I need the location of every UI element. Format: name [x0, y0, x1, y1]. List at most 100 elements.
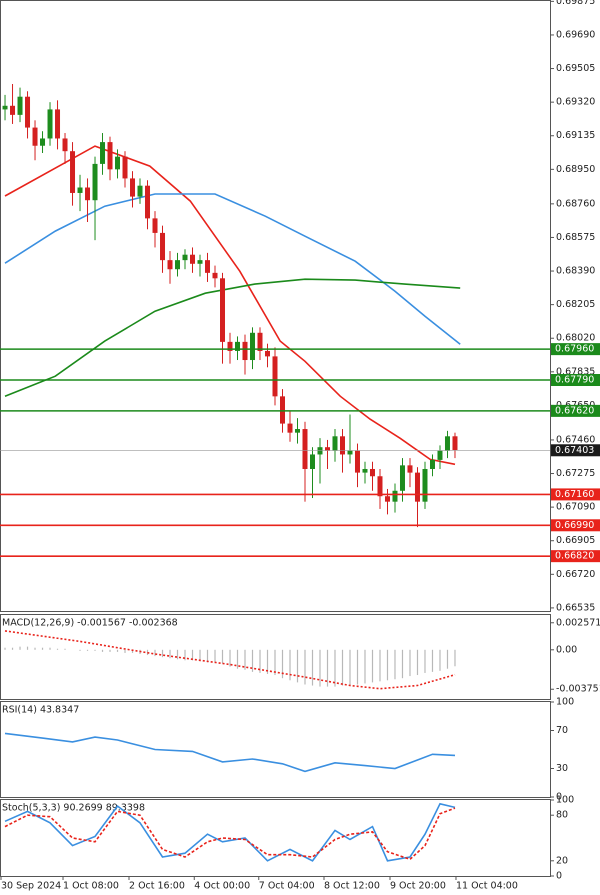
candle-body — [377, 476, 383, 497]
candle-body — [152, 218, 158, 233]
level-label: 0.67960 — [555, 344, 594, 355]
level-label: 0.67620 — [555, 405, 594, 416]
candle-body — [32, 127, 38, 146]
panel-title: Stoch(5,3,3) 90.2699 89.3398 — [2, 803, 145, 814]
indicator-line — [4, 732, 456, 773]
candle-body — [324, 447, 330, 451]
x-tick-label: 2 Oct 16:00 — [129, 881, 185, 892]
candle-body — [40, 138, 46, 146]
y-tick-label: 100 — [556, 795, 574, 806]
candle-body — [10, 105, 16, 115]
candle-body — [392, 490, 398, 502]
candle-body — [100, 142, 106, 164]
last-price-label: 0.67403 — [555, 445, 594, 456]
candle-body — [309, 454, 315, 469]
candle-body — [302, 429, 308, 469]
y-tick-label: 0.69320 — [556, 97, 595, 108]
indicator-line — [4, 807, 456, 861]
candle-body — [369, 468, 375, 477]
y-tick-label: 0.68390 — [556, 266, 595, 277]
candle-body — [437, 450, 443, 460]
candle-body — [130, 178, 136, 197]
candle-body — [107, 142, 113, 170]
candle-body — [242, 341, 248, 361]
candle-body — [347, 450, 353, 455]
candle-body — [220, 278, 226, 342]
candle-body — [190, 254, 196, 264]
level-label: 0.66990 — [555, 520, 594, 531]
level-label-box — [551, 550, 600, 563]
y-tick-label: -0.003751 — [556, 684, 600, 695]
last-price-box — [551, 444, 600, 457]
level-label-box — [551, 488, 600, 501]
y-tick-label: 20 — [556, 855, 568, 866]
candle-body — [205, 260, 211, 273]
y-tick-label: 0.66905 — [556, 535, 595, 546]
moving-average — [4, 145, 456, 466]
candle-body — [2, 105, 8, 110]
candle-body — [265, 350, 271, 357]
candle-body — [332, 436, 338, 451]
candle-body — [362, 468, 368, 473]
y-tick-label: 70 — [556, 725, 568, 736]
y-tick-label: 0 — [556, 792, 562, 803]
indicator-line — [4, 802, 456, 862]
moving-average — [4, 193, 461, 345]
y-tick-label: 0.67835 — [556, 366, 595, 377]
candle-body — [429, 459, 435, 469]
level-label: 0.66820 — [555, 551, 594, 562]
candle-body — [197, 260, 203, 264]
moving-average — [4, 278, 461, 397]
y-tick-label: 0.68020 — [556, 333, 595, 344]
candle-body — [279, 396, 285, 424]
candle-body — [422, 468, 428, 502]
signal-line — [4, 630, 456, 690]
y-tick-label: 0.67460 — [556, 434, 595, 445]
level-label: 0.67790 — [555, 375, 594, 386]
x-tick-label: 9 Oct 20:00 — [390, 881, 446, 892]
x-tick-label: 11 Oct 04:00 — [456, 881, 518, 892]
candle-body — [452, 436, 458, 451]
candle-body — [70, 151, 76, 193]
candle-body — [384, 496, 390, 502]
level-label-box — [551, 519, 600, 532]
frames — [0, 0, 551, 877]
candle-body — [77, 187, 83, 193]
x-tick-label: 8 Oct 12:00 — [324, 881, 380, 892]
candle-body — [182, 254, 188, 261]
y-tick-label: 0.66535 — [556, 602, 595, 613]
candle-body — [235, 341, 241, 351]
candle-body — [160, 232, 166, 261]
y-tick-label: 0.68575 — [556, 232, 595, 243]
stoch-frame — [0, 799, 551, 877]
candle-body — [115, 156, 121, 170]
level-label: 0.67160 — [555, 489, 594, 500]
level-label-box — [551, 343, 600, 356]
candle-body — [294, 429, 300, 433]
panel-title: RSI(14) 43.8347 — [2, 705, 79, 716]
candle-body — [414, 472, 420, 502]
y-tick-label: 100 — [556, 697, 574, 708]
y-tick-label: 0.68760 — [556, 198, 595, 209]
x-tick-label: 4 Oct 00:00 — [194, 881, 250, 892]
candle-body — [62, 138, 68, 152]
y-tick-label: 80 — [556, 810, 568, 821]
candle-body — [399, 465, 405, 491]
candle-body — [92, 163, 98, 201]
candle-body — [145, 185, 151, 219]
candle-body — [47, 109, 53, 139]
candle-body — [167, 260, 173, 270]
candle-body — [175, 260, 181, 270]
y-tick-label: 0 — [556, 871, 562, 882]
candle-body — [250, 332, 256, 361]
level-label-box — [551, 404, 600, 417]
candle-body — [287, 423, 293, 433]
candle-body — [317, 447, 323, 455]
candle-body — [444, 436, 450, 451]
y-tick-label: 0.69875 — [556, 0, 595, 7]
y-tick-label: 0.69135 — [556, 130, 595, 141]
candle-body — [17, 96, 23, 115]
y-tick-label: 30 — [556, 763, 568, 774]
